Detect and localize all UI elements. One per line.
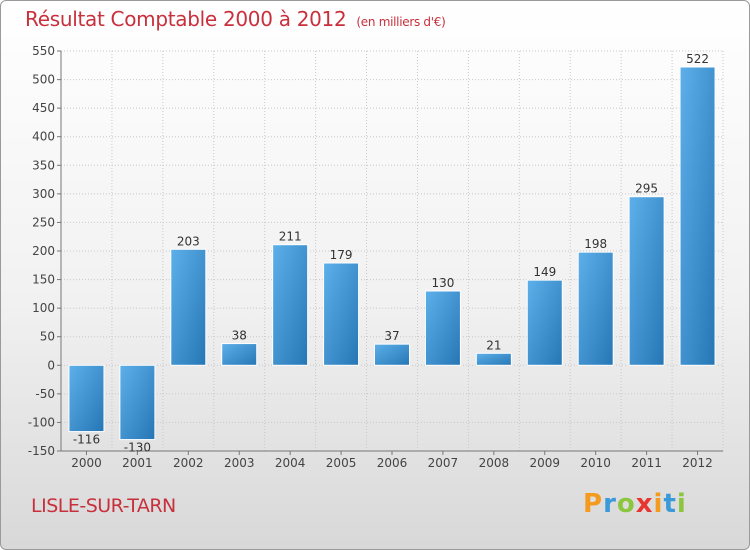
y-tick-label: 350 [32, 158, 55, 172]
bar [475, 352, 512, 366]
y-tick-label: 400 [32, 130, 55, 144]
bar [272, 244, 309, 366]
x-tick-label: 2011 [631, 456, 662, 470]
bars [68, 66, 716, 441]
logo-letter: x [635, 489, 654, 519]
value-label: 130 [431, 276, 454, 290]
y-tick-label: -50 [35, 387, 55, 401]
value-label: 38 [232, 329, 247, 343]
value-label: 211 [279, 230, 302, 244]
y-tick-label: 250 [32, 215, 55, 229]
bar [526, 279, 563, 366]
place-name: LISLE-SUR-TARN [31, 495, 176, 517]
y-tick-label: 0 [47, 358, 55, 372]
value-label: 295 [635, 182, 658, 196]
y-tick-label: -100 [28, 415, 55, 429]
chart-title: Résultat Comptable 2000 à 2012 (en millie… [25, 7, 446, 31]
value-label: 21 [486, 338, 501, 352]
y-tick-label: 200 [32, 244, 55, 258]
value-label: 198 [584, 237, 607, 251]
logo-letter: o [616, 489, 636, 519]
x-tick-label: 2006 [377, 456, 408, 470]
bar [221, 343, 258, 366]
y-tick-label: -150 [28, 444, 55, 458]
proxiti-logo[interactable]: Proxiti [583, 489, 687, 519]
y-tick-label: 50 [40, 330, 55, 344]
bar [424, 290, 461, 366]
bar [68, 364, 105, 433]
x-tick-label: 2009 [529, 456, 560, 470]
logo-letter: t [663, 489, 677, 519]
value-label: 203 [177, 234, 200, 248]
x-tick-label: 2003 [224, 456, 255, 470]
value-label: 37 [384, 329, 399, 343]
logo-letter: i [676, 489, 687, 519]
bar [577, 251, 614, 366]
x-tick-label: 2002 [173, 456, 204, 470]
bar [628, 196, 665, 366]
y-tick-label: 450 [32, 101, 55, 115]
axes [57, 50, 723, 455]
logo-letter: i [653, 489, 664, 519]
x-tick-label: 2001 [122, 456, 153, 470]
grid-lines [60, 50, 724, 452]
bar [679, 66, 716, 366]
logo-letter: P [583, 489, 604, 519]
y-tick-label: 550 [32, 44, 55, 58]
value-label: -130 [124, 441, 151, 455]
value-label: 522 [686, 52, 709, 66]
x-tick-label: 2007 [428, 456, 459, 470]
logo-letter: r [603, 489, 617, 519]
y-tick-label: 300 [32, 187, 55, 201]
y-tick-label: 500 [32, 73, 55, 87]
bar [119, 364, 156, 441]
y-tick-label: 150 [32, 273, 55, 287]
chart-subtitle: (en milliers d'€) [356, 15, 446, 29]
x-tick-label: 2012 [682, 456, 713, 470]
value-label: 179 [330, 248, 353, 262]
x-tick-label: 2005 [326, 456, 357, 470]
y-tick-label: 100 [32, 301, 55, 315]
bar [374, 343, 410, 366]
x-tick-label: 2004 [275, 456, 306, 470]
x-tick-label: 2000 [71, 456, 102, 470]
x-tick-label: 2010 [580, 456, 611, 470]
value-label: -116 [73, 433, 100, 447]
value-label: 149 [533, 265, 556, 279]
bar [323, 262, 360, 366]
labels: -150 -100 -50 0 50 100 150 200 250 300 350 400 450 50… [28, 44, 713, 470]
x-tick-label: 2008 [479, 456, 510, 470]
bar [170, 248, 207, 366]
